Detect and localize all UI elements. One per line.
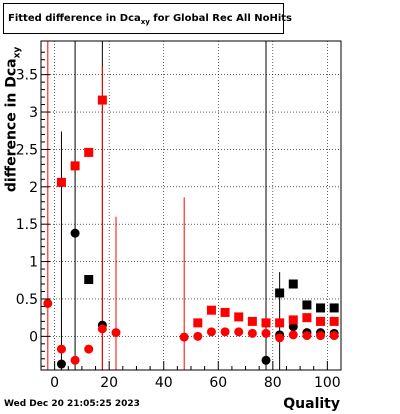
y-axis-label: difference in Dcaxy [3,46,23,193]
y-tick-label: 0 [29,329,38,345]
timestamp: Wed Dec 20 21:05:25 2023 [4,399,140,409]
data-point-circle [179,332,189,342]
x-tick-label: 60 [209,375,227,391]
title-main: Fitted difference in Dca [8,13,141,24]
data-point-circle [193,331,203,341]
x-axis-label: Quality [283,396,340,412]
data-point-square [70,161,80,171]
data-point-square [288,315,298,325]
axis-ticks: 0 20 40 60 80 100 0 0.5 1 1.5 2 2.5 3 3.5 [16,51,342,391]
data-point-circle [302,331,312,341]
data-point-circle [111,328,121,338]
data-point-square [247,316,257,326]
y-tick-label: 1 [29,255,38,271]
data-point-circle [56,359,66,369]
data-point-circle [70,228,80,238]
data-point-square [261,318,271,328]
data-point-circle [220,327,230,337]
data-point-square [316,316,326,326]
data-point-circle [316,331,326,341]
y-tick-label: 2.5 [16,142,38,158]
data-point-circle [70,355,80,365]
chart-title: Fitted difference in Dcaxy for Global Re… [3,3,292,34]
y-tick-label: 0.5 [16,292,38,308]
grid-lines [41,41,341,370]
data-point-square [329,316,339,326]
y-tick-label: 3 [29,105,38,121]
data-point-square [84,275,94,285]
title-tail: for Global Rec All NoHits [149,13,293,24]
x-tick-label: 80 [264,375,282,391]
x-tick-label: 0 [50,375,59,391]
title-subscript: xy [140,18,150,26]
data-point-square [302,300,312,310]
x-tick-label: 100 [314,375,341,391]
data-point-circle [206,327,216,337]
y-tick-label: 3.5 [16,68,38,84]
data-point-square [193,318,203,328]
data-point-circle [261,328,271,338]
data-point-circle [84,344,94,354]
data-point-square [329,303,339,313]
data-point-square [275,288,285,298]
data-point-circle [56,344,66,354]
data-point-square [97,95,107,105]
data-point-circle [247,328,257,338]
y-tick-label: 1.5 [16,217,38,233]
data-point-square [302,313,312,323]
data-point-square [316,303,326,313]
data-point-circle [234,327,244,337]
data-point-square [234,312,244,322]
data-point-square [288,279,298,289]
data-point-square [220,307,230,317]
data-point-square [206,305,216,315]
data-markers [43,95,339,369]
x-tick-label: 40 [155,375,173,391]
y-tick-label: 2 [29,180,38,196]
data-point-circle [329,331,339,341]
data-point-circle [43,298,53,308]
x-tick-label: 20 [100,375,118,391]
data-point-square [275,318,285,328]
error-bars [47,41,281,370]
data-point-circle [97,324,107,334]
data-point-square [84,147,94,157]
data-point-circle [288,330,298,340]
data-point-circle [275,333,285,343]
data-point-circle [261,355,271,365]
data-point-square [56,177,66,187]
